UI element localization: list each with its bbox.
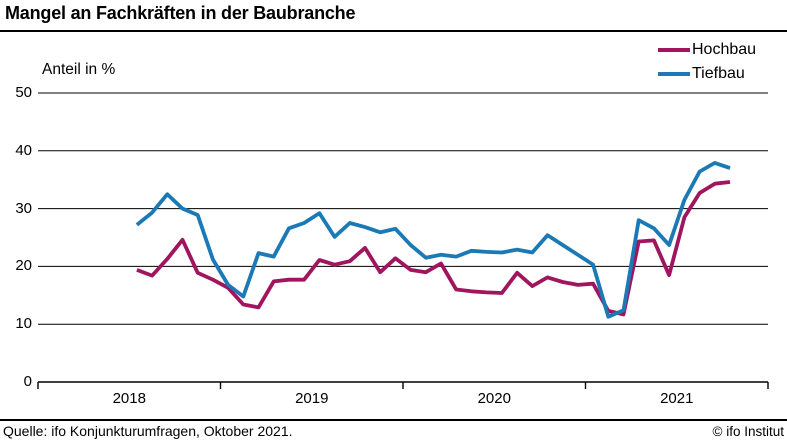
- title-rule: [0, 30, 787, 32]
- tiefbau-line-swatch: [658, 72, 690, 76]
- x-year-label: 2018: [112, 390, 146, 407]
- copyright-note: © ifo Institut: [712, 424, 784, 439]
- series-line-tiefbau: [135, 160, 731, 319]
- legend-item-hochbau: Hochbau: [658, 38, 756, 62]
- y-tick-label: 50: [15, 84, 32, 101]
- x-year-label: 2019: [295, 390, 329, 407]
- footer-rule: [0, 419, 787, 421]
- hochbau-line-swatch: [658, 48, 690, 52]
- page-title: Mangel an Fachkräften in der Baubranche: [5, 3, 356, 23]
- y-tick-label: 10: [15, 315, 32, 333]
- y-tick-label: 20: [15, 257, 32, 275]
- y-tick-label: 40: [15, 141, 32, 159]
- legend-item-tiefbau: Tiefbau: [658, 62, 756, 86]
- source-note: Quelle: ifo Konjunkturumfragen, Oktober …: [3, 423, 293, 439]
- series-line-hochbau: [136, 180, 731, 317]
- y-axis-unit-label: Anteil in %: [42, 61, 116, 78]
- legend-label-tiefbau: Tiefbau: [692, 65, 745, 82]
- y-tick-label: 0: [23, 373, 32, 390]
- legend: Hochbau Tiefbau: [658, 38, 756, 86]
- x-year-label: 2020: [477, 390, 511, 407]
- y-tick-label: 30: [15, 199, 32, 217]
- legend-label-hochbau: Hochbau: [692, 41, 757, 58]
- x-year-label: 2021: [660, 390, 694, 407]
